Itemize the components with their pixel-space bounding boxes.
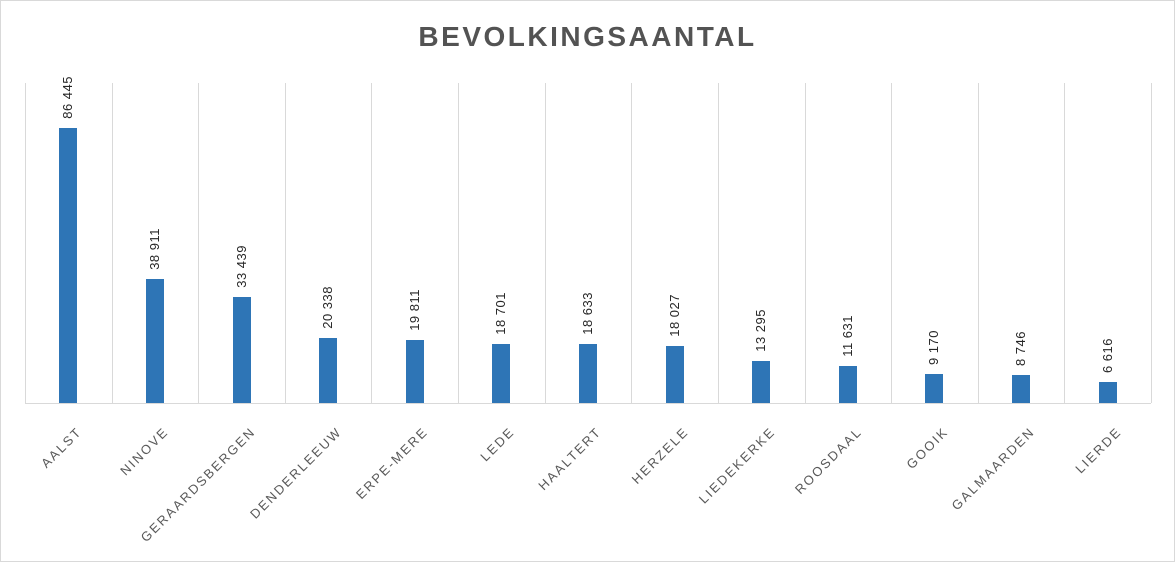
category-slot: 86 445 AALST bbox=[25, 76, 112, 471]
value-label: 38 911 bbox=[146, 228, 162, 270]
category-label: GALMAARDEN bbox=[948, 424, 1038, 514]
vertical-gridline bbox=[978, 83, 979, 403]
category-label: NINOVE bbox=[117, 424, 172, 479]
category-slot: 8 746 GALMAARDEN bbox=[949, 83, 1065, 513]
vertical-gridline bbox=[198, 83, 199, 403]
category-label: HAALTERT bbox=[535, 424, 605, 494]
bar bbox=[925, 374, 944, 403]
bar bbox=[232, 297, 251, 403]
category-label: ROOSDAAL bbox=[791, 424, 865, 498]
bar bbox=[492, 344, 511, 403]
vertical-gridline bbox=[891, 83, 892, 403]
value-label: 33 439 bbox=[233, 245, 249, 288]
category-label: LEDE bbox=[477, 424, 518, 465]
category-slot: 19 811 ERPE-MERE bbox=[353, 83, 458, 502]
vertical-gridline bbox=[25, 83, 26, 403]
vertical-gridline bbox=[371, 83, 372, 403]
category-slot: 38 911 NINOVE bbox=[112, 83, 199, 478]
plot-area: 86 445 AALST 38 911 NINOVE 33 439 GERAARDSBER… bbox=[25, 76, 1152, 545]
bar bbox=[838, 366, 857, 403]
bar bbox=[752, 361, 771, 403]
bar bbox=[405, 340, 424, 403]
category-slot: 18 027 HERZELE bbox=[628, 83, 718, 487]
category-label: LIERDE bbox=[1071, 424, 1125, 477]
category-label: HERZELE bbox=[628, 424, 692, 487]
vertical-gridline bbox=[1064, 83, 1065, 403]
value-label: 18 701 bbox=[493, 292, 509, 335]
bar bbox=[319, 338, 338, 403]
value-label: 20 338 bbox=[320, 286, 336, 329]
bar bbox=[665, 346, 684, 403]
value-label: 18 027 bbox=[666, 294, 682, 337]
value-label: 6 616 bbox=[1099, 337, 1115, 373]
vertical-gridline bbox=[285, 83, 286, 403]
category-slot: 6 616 LIERDE bbox=[1064, 83, 1151, 476]
bar bbox=[1012, 375, 1031, 403]
value-label: 86 445 bbox=[60, 76, 76, 119]
chart-title: BEVOLKINGSAANTAL bbox=[418, 21, 757, 52]
category-label: DENDERLEEUW bbox=[247, 424, 345, 522]
vertical-gridline bbox=[631, 83, 632, 403]
bar bbox=[59, 128, 78, 403]
vertical-gridline bbox=[458, 83, 459, 403]
category-label: ERPE-MERE bbox=[353, 424, 432, 502]
value-label: 18 633 bbox=[579, 292, 595, 335]
vertical-gridline bbox=[805, 83, 806, 403]
value-label: 11 631 bbox=[839, 315, 855, 357]
vertical-gridline bbox=[718, 83, 719, 403]
bar bbox=[145, 279, 164, 403]
value-label: 9 170 bbox=[926, 329, 942, 365]
bar bbox=[1098, 382, 1117, 403]
value-label: 13 295 bbox=[753, 309, 769, 352]
category-slot: 18 633 HAALTERT bbox=[536, 83, 632, 493]
category-label: GOOIK bbox=[903, 424, 952, 472]
category-slot: 33 439 GERAARDSBERGEN bbox=[137, 83, 285, 545]
value-label: 8 746 bbox=[1013, 330, 1029, 366]
bar bbox=[578, 344, 597, 403]
vertical-gridline bbox=[545, 83, 546, 403]
category-slot: 13 295 LIEDEKERKE bbox=[695, 83, 805, 506]
vertical-gridline bbox=[1151, 83, 1152, 403]
category-slot: 20 338 DENDERLEEUW bbox=[247, 83, 372, 521]
category-slot: 9 170 GOOIK bbox=[891, 83, 978, 472]
value-label: 19 811 bbox=[406, 289, 422, 331]
vertical-gridline bbox=[112, 83, 113, 403]
category-label: LIEDEKERKE bbox=[695, 424, 778, 507]
category-slot: 18 701 LEDE bbox=[458, 83, 545, 464]
category-label: AALST bbox=[38, 424, 85, 471]
category-slot: 11 631 ROOSDAAL bbox=[791, 83, 892, 497]
